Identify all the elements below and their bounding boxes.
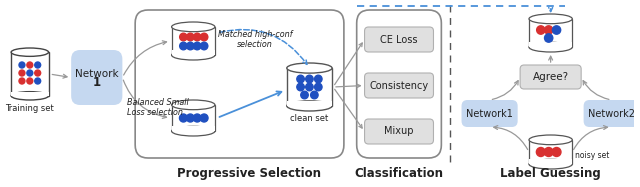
Ellipse shape <box>172 126 215 136</box>
Ellipse shape <box>172 50 215 60</box>
Circle shape <box>19 62 25 68</box>
Circle shape <box>35 70 41 76</box>
Text: Training set: Training set <box>6 104 54 113</box>
Circle shape <box>314 75 322 83</box>
Bar <box>287 101 332 106</box>
Text: Network: Network <box>75 68 118 79</box>
Circle shape <box>180 33 187 41</box>
Bar <box>172 27 215 55</box>
Circle shape <box>545 34 553 42</box>
Circle shape <box>193 114 201 122</box>
Text: Mixup: Mixup <box>384 126 414 137</box>
Text: Network2: Network2 <box>588 108 635 119</box>
FancyBboxPatch shape <box>135 10 344 158</box>
Text: Label Guessing: Label Guessing <box>500 167 601 180</box>
Circle shape <box>297 75 304 83</box>
Bar <box>172 105 215 131</box>
Circle shape <box>297 83 304 91</box>
Bar <box>11 52 49 96</box>
Bar <box>287 68 332 106</box>
FancyBboxPatch shape <box>584 100 640 127</box>
Circle shape <box>314 83 322 91</box>
Circle shape <box>187 33 194 41</box>
FancyBboxPatch shape <box>461 100 518 127</box>
Circle shape <box>537 26 545 34</box>
Circle shape <box>186 114 194 122</box>
Text: noisy set: noisy set <box>575 151 610 160</box>
FancyBboxPatch shape <box>365 27 433 52</box>
Circle shape <box>200 114 208 122</box>
Ellipse shape <box>287 63 332 73</box>
FancyBboxPatch shape <box>71 50 122 105</box>
Circle shape <box>180 42 187 50</box>
Ellipse shape <box>529 42 572 52</box>
Circle shape <box>536 148 545 157</box>
FancyBboxPatch shape <box>520 65 581 89</box>
Circle shape <box>27 78 33 84</box>
Bar <box>172 50 215 55</box>
Text: clean set: clean set <box>291 114 328 123</box>
Bar <box>529 159 572 164</box>
Circle shape <box>19 70 25 76</box>
Bar <box>529 42 572 47</box>
Circle shape <box>27 62 33 68</box>
Circle shape <box>187 42 194 50</box>
Ellipse shape <box>11 48 49 56</box>
Circle shape <box>179 114 188 122</box>
Circle shape <box>35 62 41 68</box>
Circle shape <box>193 33 201 41</box>
Circle shape <box>193 42 201 50</box>
Ellipse shape <box>287 101 332 111</box>
Circle shape <box>544 148 553 157</box>
Text: Agree?: Agree? <box>532 72 569 82</box>
Circle shape <box>301 91 308 99</box>
Circle shape <box>19 78 25 84</box>
Text: Consistency: Consistency <box>369 80 429 91</box>
Ellipse shape <box>172 22 215 32</box>
Text: Balanced Small
Loss selection: Balanced Small Loss selection <box>127 97 189 117</box>
FancyBboxPatch shape <box>365 73 433 98</box>
Circle shape <box>35 78 41 84</box>
Circle shape <box>306 75 313 83</box>
FancyBboxPatch shape <box>365 119 433 144</box>
Circle shape <box>552 26 561 34</box>
Text: Classification: Classification <box>355 167 444 180</box>
Text: Progressive Selection: Progressive Selection <box>177 167 321 180</box>
Circle shape <box>545 26 553 34</box>
Bar <box>11 92 49 96</box>
Ellipse shape <box>529 14 572 24</box>
Text: 1: 1 <box>93 76 101 89</box>
FancyBboxPatch shape <box>356 10 442 158</box>
Text: CE Loss: CE Loss <box>380 34 418 45</box>
Ellipse shape <box>529 135 572 145</box>
Circle shape <box>552 148 561 157</box>
Text: Matched high-conf
selection: Matched high-conf selection <box>218 30 292 49</box>
Ellipse shape <box>529 159 572 169</box>
Circle shape <box>310 91 318 99</box>
Bar <box>529 19 572 47</box>
Circle shape <box>27 70 33 76</box>
Ellipse shape <box>172 100 215 110</box>
Circle shape <box>200 33 208 41</box>
Ellipse shape <box>11 92 49 100</box>
Text: Network1: Network1 <box>466 108 513 119</box>
Circle shape <box>306 83 313 91</box>
Bar <box>172 126 215 131</box>
Bar <box>529 140 572 164</box>
Circle shape <box>200 42 208 50</box>
